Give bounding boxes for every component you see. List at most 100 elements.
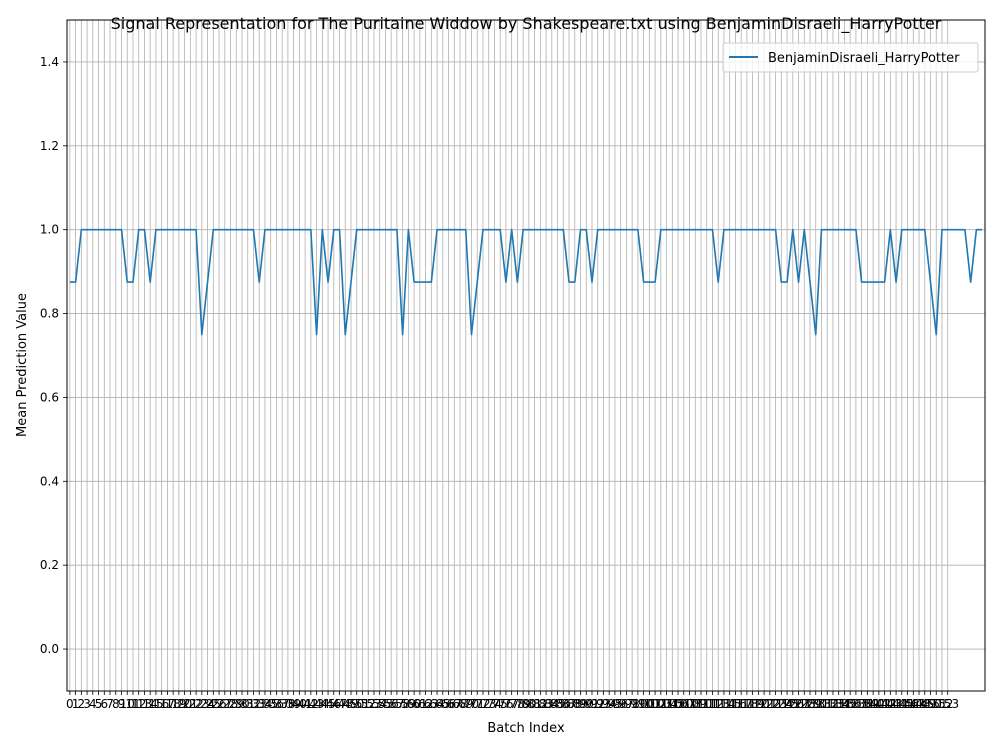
x-tick-label: 58 xyxy=(395,697,410,711)
x-tick-label: 53 xyxy=(366,697,381,711)
x-tick-label: 151 xyxy=(925,697,948,711)
x-tick-label: 68 xyxy=(452,697,467,711)
x-tick-label: 119 xyxy=(741,697,764,711)
x-tick-label: 22 xyxy=(188,697,203,711)
x-tick-label: 138 xyxy=(850,697,873,711)
x-tick-label: 21 xyxy=(183,697,198,711)
x-tick-label: 129 xyxy=(799,697,822,711)
plot-frame xyxy=(66,19,986,692)
x-tick-label: 94 xyxy=(602,697,617,711)
x-axis-ticks: 0123456789101112131415161718192021222324… xyxy=(66,691,959,711)
grid-lines xyxy=(67,20,985,691)
x-tick-label: 46 xyxy=(326,697,341,711)
x-tick-label: 81 xyxy=(527,697,542,711)
y-tick-label: 1.2 xyxy=(40,139,59,153)
x-tick-label: 13 xyxy=(137,697,152,711)
x-tick-label: 29 xyxy=(229,697,244,711)
x-tick-label: 142 xyxy=(873,697,896,711)
x-tick-label: 99 xyxy=(630,697,645,711)
y-tick-label: 0.0 xyxy=(40,642,59,656)
x-tick-label: 60 xyxy=(406,697,421,711)
x-tick-label: 43 xyxy=(309,697,324,711)
x-tick-label: 122 xyxy=(758,697,781,711)
chart-title: Signal Representation for The Puritaine … xyxy=(111,14,942,34)
x-tick-label: 130 xyxy=(804,697,827,711)
x-tick-label: 111 xyxy=(695,697,718,711)
y-tick-label: 0.2 xyxy=(40,558,59,572)
x-tick-label: 98 xyxy=(625,697,640,711)
x-tick-label: 141 xyxy=(867,697,890,711)
x-tick-label: 33 xyxy=(252,697,267,711)
x-tick-label: 89 xyxy=(573,697,588,711)
x-tick-label: 115 xyxy=(718,697,741,711)
x-tick-label: 23 xyxy=(194,697,209,711)
x-tick-label: 31 xyxy=(240,697,255,711)
x-tick-label: 5 xyxy=(95,697,103,711)
x-tick-label: 18 xyxy=(166,697,181,711)
x-tick-label: 51 xyxy=(355,697,370,711)
x-tick-label: 102 xyxy=(644,697,667,711)
y-axis-ticks: 0.0 0.2 0.4 0.6 0.8 1.0 1.2 1.4 xyxy=(40,55,67,656)
x-tick-label: 11 xyxy=(125,697,140,711)
x-tick-label: 75 xyxy=(493,697,508,711)
y-tick-label: 0.8 xyxy=(40,307,59,321)
x-tick-label: 107 xyxy=(672,697,695,711)
x-tick-label: 37 xyxy=(275,697,290,711)
x-tick-label: 73 xyxy=(481,697,496,711)
x-tick-label: 64 xyxy=(429,697,444,711)
x-tick-label: 34 xyxy=(257,697,272,711)
legend-box xyxy=(722,42,979,73)
x-tick-label: 86 xyxy=(556,697,571,711)
x-tick-label: 140 xyxy=(862,697,885,711)
x-tick-label: 95 xyxy=(607,697,622,711)
x-tick-label: 149 xyxy=(913,697,936,711)
x-tick-label: 88 xyxy=(567,697,582,711)
x-tick-label: 71 xyxy=(470,697,485,711)
x-tick-label: 59 xyxy=(401,697,416,711)
x-tick-label: 24 xyxy=(200,697,215,711)
x-tick-label: 8 xyxy=(112,697,120,711)
x-tick-label: 62 xyxy=(418,697,433,711)
x-tick-label: 101 xyxy=(638,697,661,711)
x-tick-label: 110 xyxy=(690,697,713,711)
y-axis-label: Mean Prediction Value xyxy=(15,293,30,437)
x-tick-label: 76 xyxy=(498,697,513,711)
x-tick-label: 4 xyxy=(89,697,97,711)
x-tick-label: 145 xyxy=(890,697,913,711)
x-tick-label: 150 xyxy=(919,697,942,711)
x-tick-label: 121 xyxy=(753,697,776,711)
x-tick-label: 104 xyxy=(655,697,678,711)
x-tick-label: 148 xyxy=(908,697,931,711)
x-tick-label: 152 xyxy=(931,697,954,711)
x-tick-label: 38 xyxy=(280,697,295,711)
y-tick-label: 0.6 xyxy=(40,390,59,404)
x-tick-label: 112 xyxy=(701,697,724,711)
x-tick-label: 61 xyxy=(412,697,427,711)
x-tick-label: 39 xyxy=(286,697,301,711)
x-tick-label: 83 xyxy=(538,697,553,711)
x-tick-label: 50 xyxy=(349,697,364,711)
x-tick-label: 153 xyxy=(936,697,959,711)
x-tick-label: 0 xyxy=(66,697,74,711)
x-tick-label: 65 xyxy=(435,697,450,711)
x-tick-label: 56 xyxy=(384,697,399,711)
y-tick-label: 1.4 xyxy=(40,55,59,69)
x-tick-label: 7 xyxy=(106,697,114,711)
x-tick-label: 25 xyxy=(206,697,221,711)
x-tick-label: 6 xyxy=(100,697,108,711)
legend-label: BenjaminDisraeli_HarryPotter xyxy=(768,51,960,66)
x-tick-label: 20 xyxy=(177,697,192,711)
x-tick-label: 139 xyxy=(856,697,879,711)
x-tick-label: 131 xyxy=(810,697,833,711)
x-tick-label: 91 xyxy=(584,697,599,711)
x-tick-label: 105 xyxy=(661,697,684,711)
x-tick-label: 90 xyxy=(579,697,594,711)
x-tick-label: 41 xyxy=(297,697,312,711)
x-tick-label: 109 xyxy=(684,697,707,711)
x-tick-label: 125 xyxy=(776,697,799,711)
x-tick-label: 120 xyxy=(747,697,770,711)
y-tick-label: 0.4 xyxy=(40,474,59,488)
x-tick-label: 80 xyxy=(521,697,536,711)
